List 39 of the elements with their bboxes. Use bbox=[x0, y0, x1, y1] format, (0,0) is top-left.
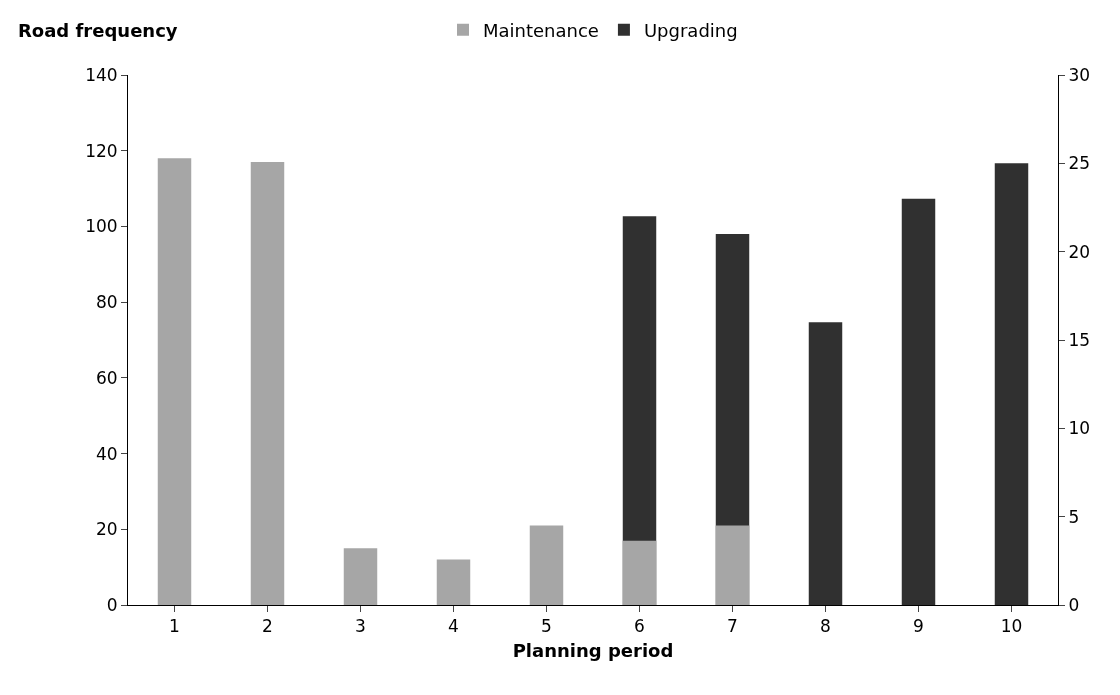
y-tick-label: 0 bbox=[106, 594, 118, 615]
y2-tick-label: 0 bbox=[1068, 594, 1080, 615]
bar bbox=[529, 525, 564, 605]
y2-tick-label: 20 bbox=[1068, 241, 1091, 262]
y-tick-label: 120 bbox=[85, 140, 118, 161]
y2-tick-label: 10 bbox=[1068, 418, 1091, 439]
y-tick-label: 40 bbox=[95, 443, 118, 464]
bar bbox=[622, 540, 657, 605]
bar bbox=[715, 525, 750, 605]
y2-tick-label: 5 bbox=[1068, 506, 1080, 527]
x-tick-label: 8 bbox=[820, 616, 831, 637]
bar bbox=[436, 559, 471, 605]
legend-label: Upgrading bbox=[643, 19, 738, 41]
x-tick-label: 2 bbox=[262, 616, 273, 637]
x-tick-label: 7 bbox=[727, 616, 738, 637]
y-tick-label: 20 bbox=[95, 519, 118, 540]
bar bbox=[250, 162, 285, 605]
x-tick-label: 3 bbox=[355, 616, 366, 637]
y-tick-label: 140 bbox=[85, 64, 118, 85]
bar bbox=[343, 548, 378, 605]
bar bbox=[808, 322, 843, 605]
x-axis-title: Planning period bbox=[512, 639, 674, 661]
y2-tick-label: 25 bbox=[1068, 153, 1091, 174]
y-tick-label: 60 bbox=[95, 367, 118, 388]
x-tick-label: 4 bbox=[448, 616, 459, 637]
x-tick-label: 5 bbox=[541, 616, 552, 637]
x-tick-label: 10 bbox=[1000, 616, 1023, 637]
y-tick-label: 80 bbox=[95, 292, 118, 313]
y2-tick-label: 15 bbox=[1068, 329, 1091, 350]
x-tick-label: 1 bbox=[169, 616, 180, 637]
bar bbox=[157, 158, 192, 605]
bar bbox=[901, 198, 936, 605]
y-tick-label: 100 bbox=[85, 216, 118, 237]
legend-label: Maintenance bbox=[483, 19, 599, 41]
x-tick-label: 9 bbox=[913, 616, 924, 637]
y-axis-title: Road frequency bbox=[18, 20, 178, 41]
x-tick-label: 6 bbox=[634, 616, 645, 637]
bar bbox=[994, 163, 1029, 605]
y2-tick-label: 30 bbox=[1068, 64, 1091, 85]
